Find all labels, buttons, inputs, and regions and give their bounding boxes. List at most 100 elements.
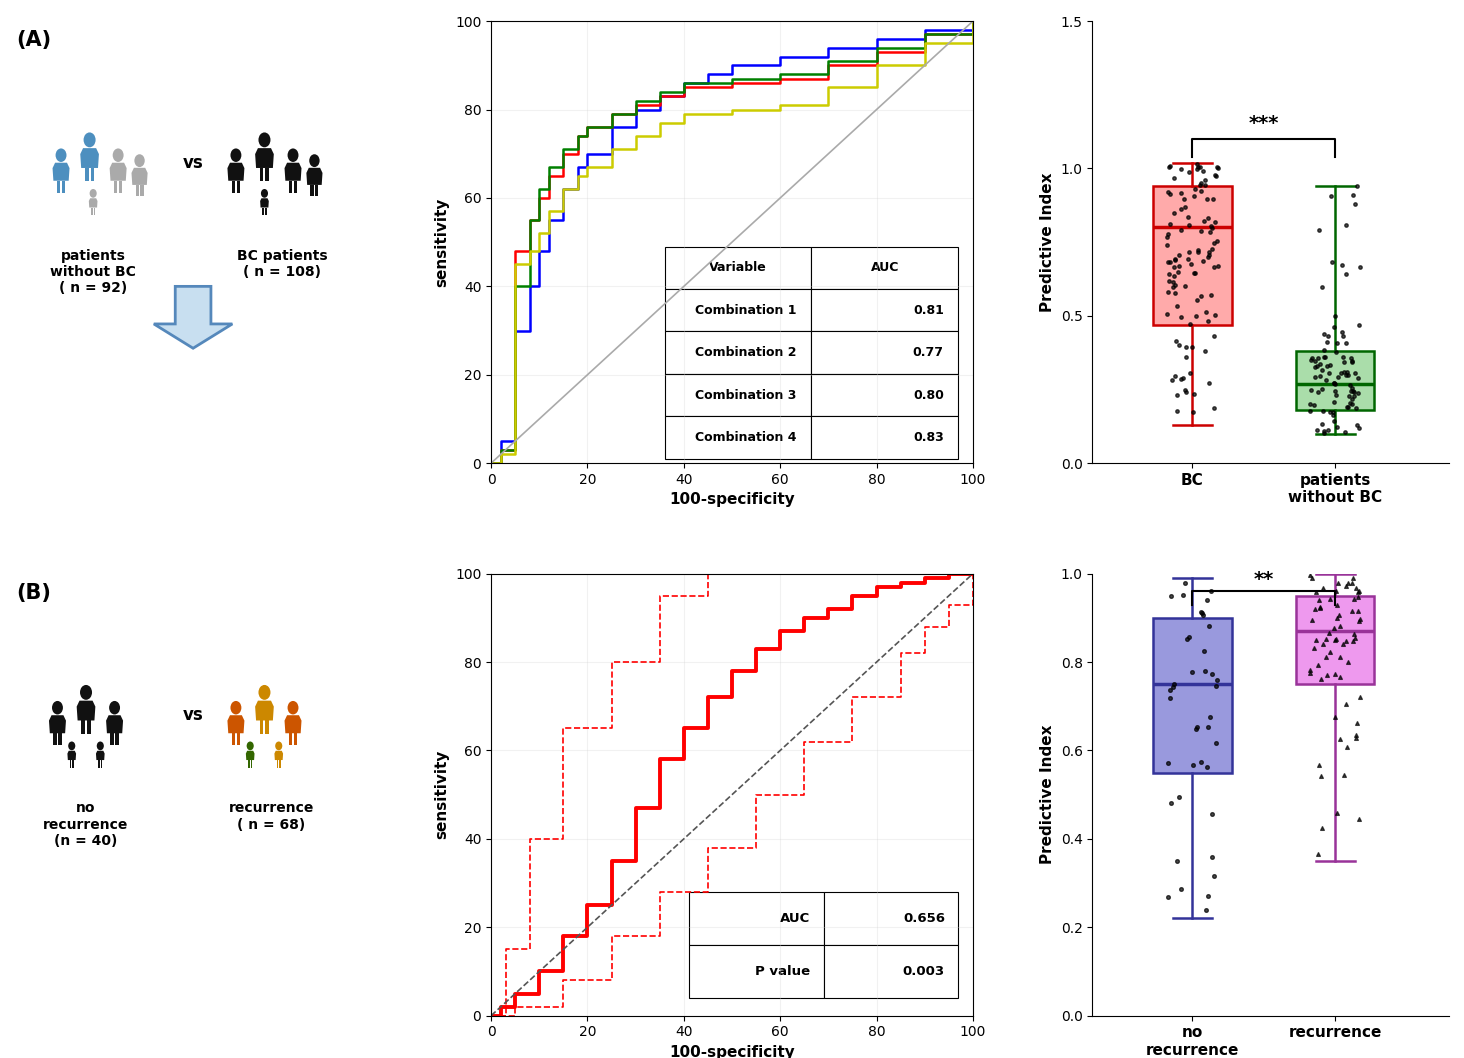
Point xyxy=(1344,196,1367,213)
Point xyxy=(1202,190,1225,207)
Point xyxy=(1304,632,1328,649)
Text: no
recurrence
(n = 40): no recurrence (n = 40) xyxy=(44,801,129,847)
Point xyxy=(1323,376,1347,393)
Point xyxy=(1202,259,1225,276)
Point xyxy=(1345,400,1369,417)
Point xyxy=(1193,171,1217,188)
Point xyxy=(1300,351,1323,368)
Point xyxy=(1189,159,1212,176)
Point xyxy=(1155,237,1179,254)
Point xyxy=(1347,810,1370,827)
Polygon shape xyxy=(136,185,139,197)
Point xyxy=(1167,788,1190,805)
Point xyxy=(1200,220,1224,237)
Polygon shape xyxy=(119,181,123,193)
Ellipse shape xyxy=(259,132,271,147)
Point xyxy=(1158,690,1181,707)
Point xyxy=(1303,601,1326,618)
Point xyxy=(1338,387,1362,404)
Ellipse shape xyxy=(259,685,271,699)
Polygon shape xyxy=(110,163,126,181)
Point xyxy=(1203,167,1227,184)
Point xyxy=(1157,159,1180,176)
Point xyxy=(1335,366,1359,383)
Point xyxy=(1158,157,1181,174)
Point xyxy=(1319,590,1342,607)
Point xyxy=(1332,353,1356,370)
Polygon shape xyxy=(255,700,274,720)
Point xyxy=(1203,677,1227,694)
Point xyxy=(1312,580,1335,597)
Point xyxy=(1193,177,1217,194)
Point xyxy=(1206,258,1230,275)
Point xyxy=(1167,336,1190,353)
Polygon shape xyxy=(110,733,114,745)
Ellipse shape xyxy=(113,148,123,162)
Point xyxy=(1342,387,1366,404)
Point xyxy=(1179,316,1202,333)
Point xyxy=(1332,364,1356,381)
Polygon shape xyxy=(280,760,281,768)
Point xyxy=(1303,397,1326,414)
Polygon shape xyxy=(91,207,92,216)
Point xyxy=(1342,630,1366,646)
Point xyxy=(1198,709,1221,726)
Point xyxy=(1326,574,1350,591)
Point xyxy=(1312,424,1335,441)
Point xyxy=(1206,160,1230,177)
Point xyxy=(1347,419,1370,436)
Point xyxy=(1196,313,1220,330)
Point xyxy=(1335,695,1359,712)
Point xyxy=(1199,583,1222,600)
Point xyxy=(1186,156,1209,172)
Y-axis label: sensitivity: sensitivity xyxy=(435,198,449,287)
Polygon shape xyxy=(227,715,244,733)
Point xyxy=(1158,254,1181,271)
FancyArrow shape xyxy=(154,287,233,348)
Point xyxy=(1174,349,1198,366)
Point xyxy=(1299,664,1322,681)
Point xyxy=(1183,181,1206,198)
Point xyxy=(1177,164,1200,181)
Text: vs: vs xyxy=(183,706,203,724)
Point xyxy=(1299,396,1322,413)
Point xyxy=(1157,284,1180,300)
Point xyxy=(1164,285,1187,302)
Point xyxy=(1189,176,1212,193)
Point xyxy=(1310,819,1334,836)
Point xyxy=(1322,375,1345,391)
Point xyxy=(1158,682,1181,699)
Point xyxy=(1322,413,1345,430)
Point xyxy=(1164,250,1187,267)
Point xyxy=(1318,625,1341,642)
Point xyxy=(1300,612,1323,628)
Point xyxy=(1190,603,1214,620)
Point xyxy=(1348,259,1372,276)
Point xyxy=(1315,649,1338,665)
Point xyxy=(1345,602,1369,619)
Point xyxy=(1331,636,1354,653)
Point xyxy=(1193,342,1217,359)
Point xyxy=(1203,166,1227,183)
Text: recurrence
( n = 68): recurrence ( n = 68) xyxy=(228,801,315,832)
Point xyxy=(1177,628,1200,645)
Text: BC patients
( n = 108): BC patients ( n = 108) xyxy=(237,249,328,279)
Point xyxy=(1299,661,1322,678)
Point xyxy=(1340,350,1363,367)
Point xyxy=(1323,632,1347,649)
Point xyxy=(1329,364,1353,381)
Point xyxy=(1326,368,1350,385)
Point xyxy=(1306,349,1329,366)
Point xyxy=(1164,252,1187,269)
Point xyxy=(1334,266,1357,282)
Polygon shape xyxy=(274,751,283,760)
Point xyxy=(1325,583,1348,600)
Polygon shape xyxy=(284,715,302,733)
Point xyxy=(1309,767,1332,784)
Point xyxy=(1165,386,1189,403)
Point xyxy=(1167,247,1190,263)
Point xyxy=(1325,609,1348,626)
Point xyxy=(1200,240,1224,257)
Polygon shape xyxy=(247,760,250,768)
Point xyxy=(1321,403,1344,420)
